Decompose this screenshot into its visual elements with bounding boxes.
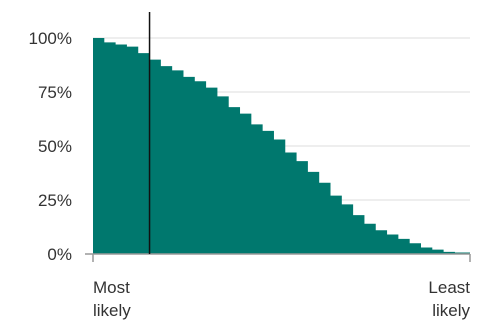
y-tick-label: 25% xyxy=(38,191,72,210)
y-tick-label: 0% xyxy=(47,245,72,264)
area-series-fill xyxy=(93,38,470,254)
x-label-right-line: Least xyxy=(428,278,470,297)
x-label-left-line: likely xyxy=(93,301,131,320)
y-tick-label: 75% xyxy=(38,83,72,102)
y-tick-label: 50% xyxy=(38,137,72,156)
y-tick-labels: 0% 25% 50% 75% 100% xyxy=(29,29,72,264)
y-tick-label: 100% xyxy=(29,29,72,48)
x-label-left-line: Most xyxy=(93,278,130,297)
x-end-labels: Most likely Least likely xyxy=(93,278,470,320)
area-series xyxy=(93,38,470,254)
axes xyxy=(85,253,471,262)
x-label-right-line: likely xyxy=(432,301,470,320)
